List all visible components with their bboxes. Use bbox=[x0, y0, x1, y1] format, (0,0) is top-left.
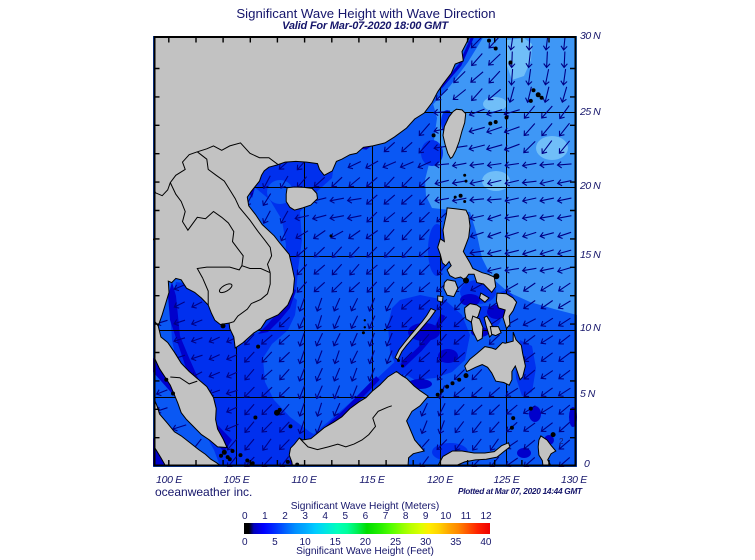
svg-text:2: 2 bbox=[559, 437, 564, 446]
